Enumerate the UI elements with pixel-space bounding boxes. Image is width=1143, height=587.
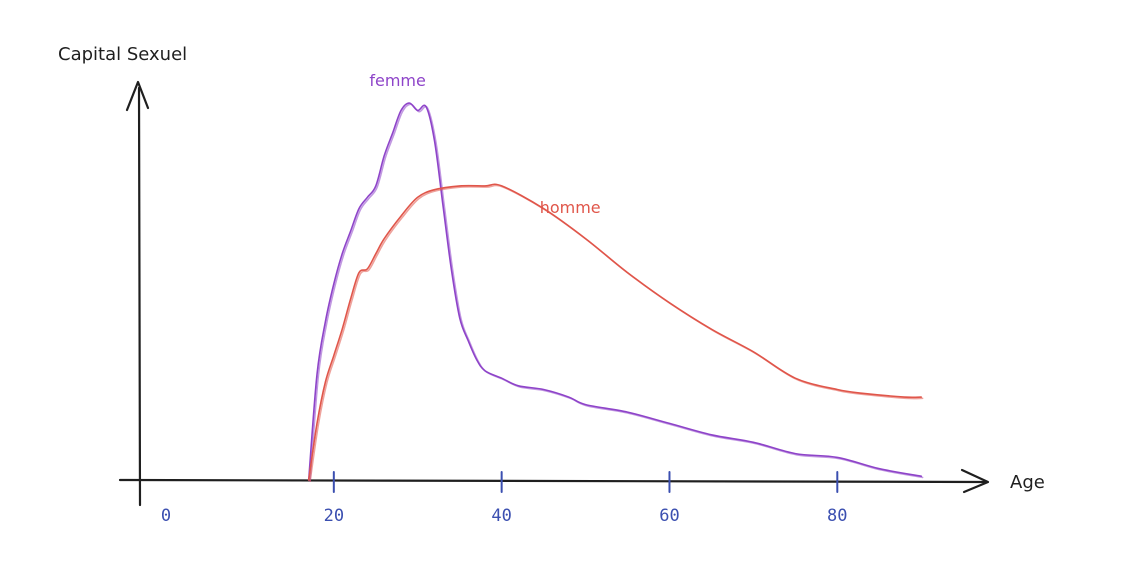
series-labels: femme homme (369, 71, 600, 217)
x-axis-line (118, 478, 987, 484)
x-tick-label-40: 40 (491, 506, 511, 526)
x-axis-title: Age (1010, 472, 1045, 493)
x-tick-label-60: 60 (659, 506, 679, 526)
series-line-femme (307, 102, 922, 481)
y-axis-title: Capital Sexuel (58, 44, 187, 65)
x-tick-label-0: 0 (161, 506, 171, 526)
series-label-homme: homme (540, 198, 601, 217)
y-axis-arrowhead (125, 80, 150, 112)
series-line-homme-shadow (309, 184, 924, 483)
x-tick-label-20: 20 (324, 506, 344, 526)
series-lines (307, 102, 924, 483)
series-line-femme-shadow (309, 103, 924, 483)
x-ticks: 0 20 40 60 80 (161, 471, 848, 526)
y-axis-line (137, 86, 142, 507)
x-tick-label-80: 80 (827, 506, 847, 526)
series-line-homme (307, 183, 922, 481)
series-label-femme: femme (369, 71, 426, 90)
x-axis-arrowhead (960, 468, 990, 494)
